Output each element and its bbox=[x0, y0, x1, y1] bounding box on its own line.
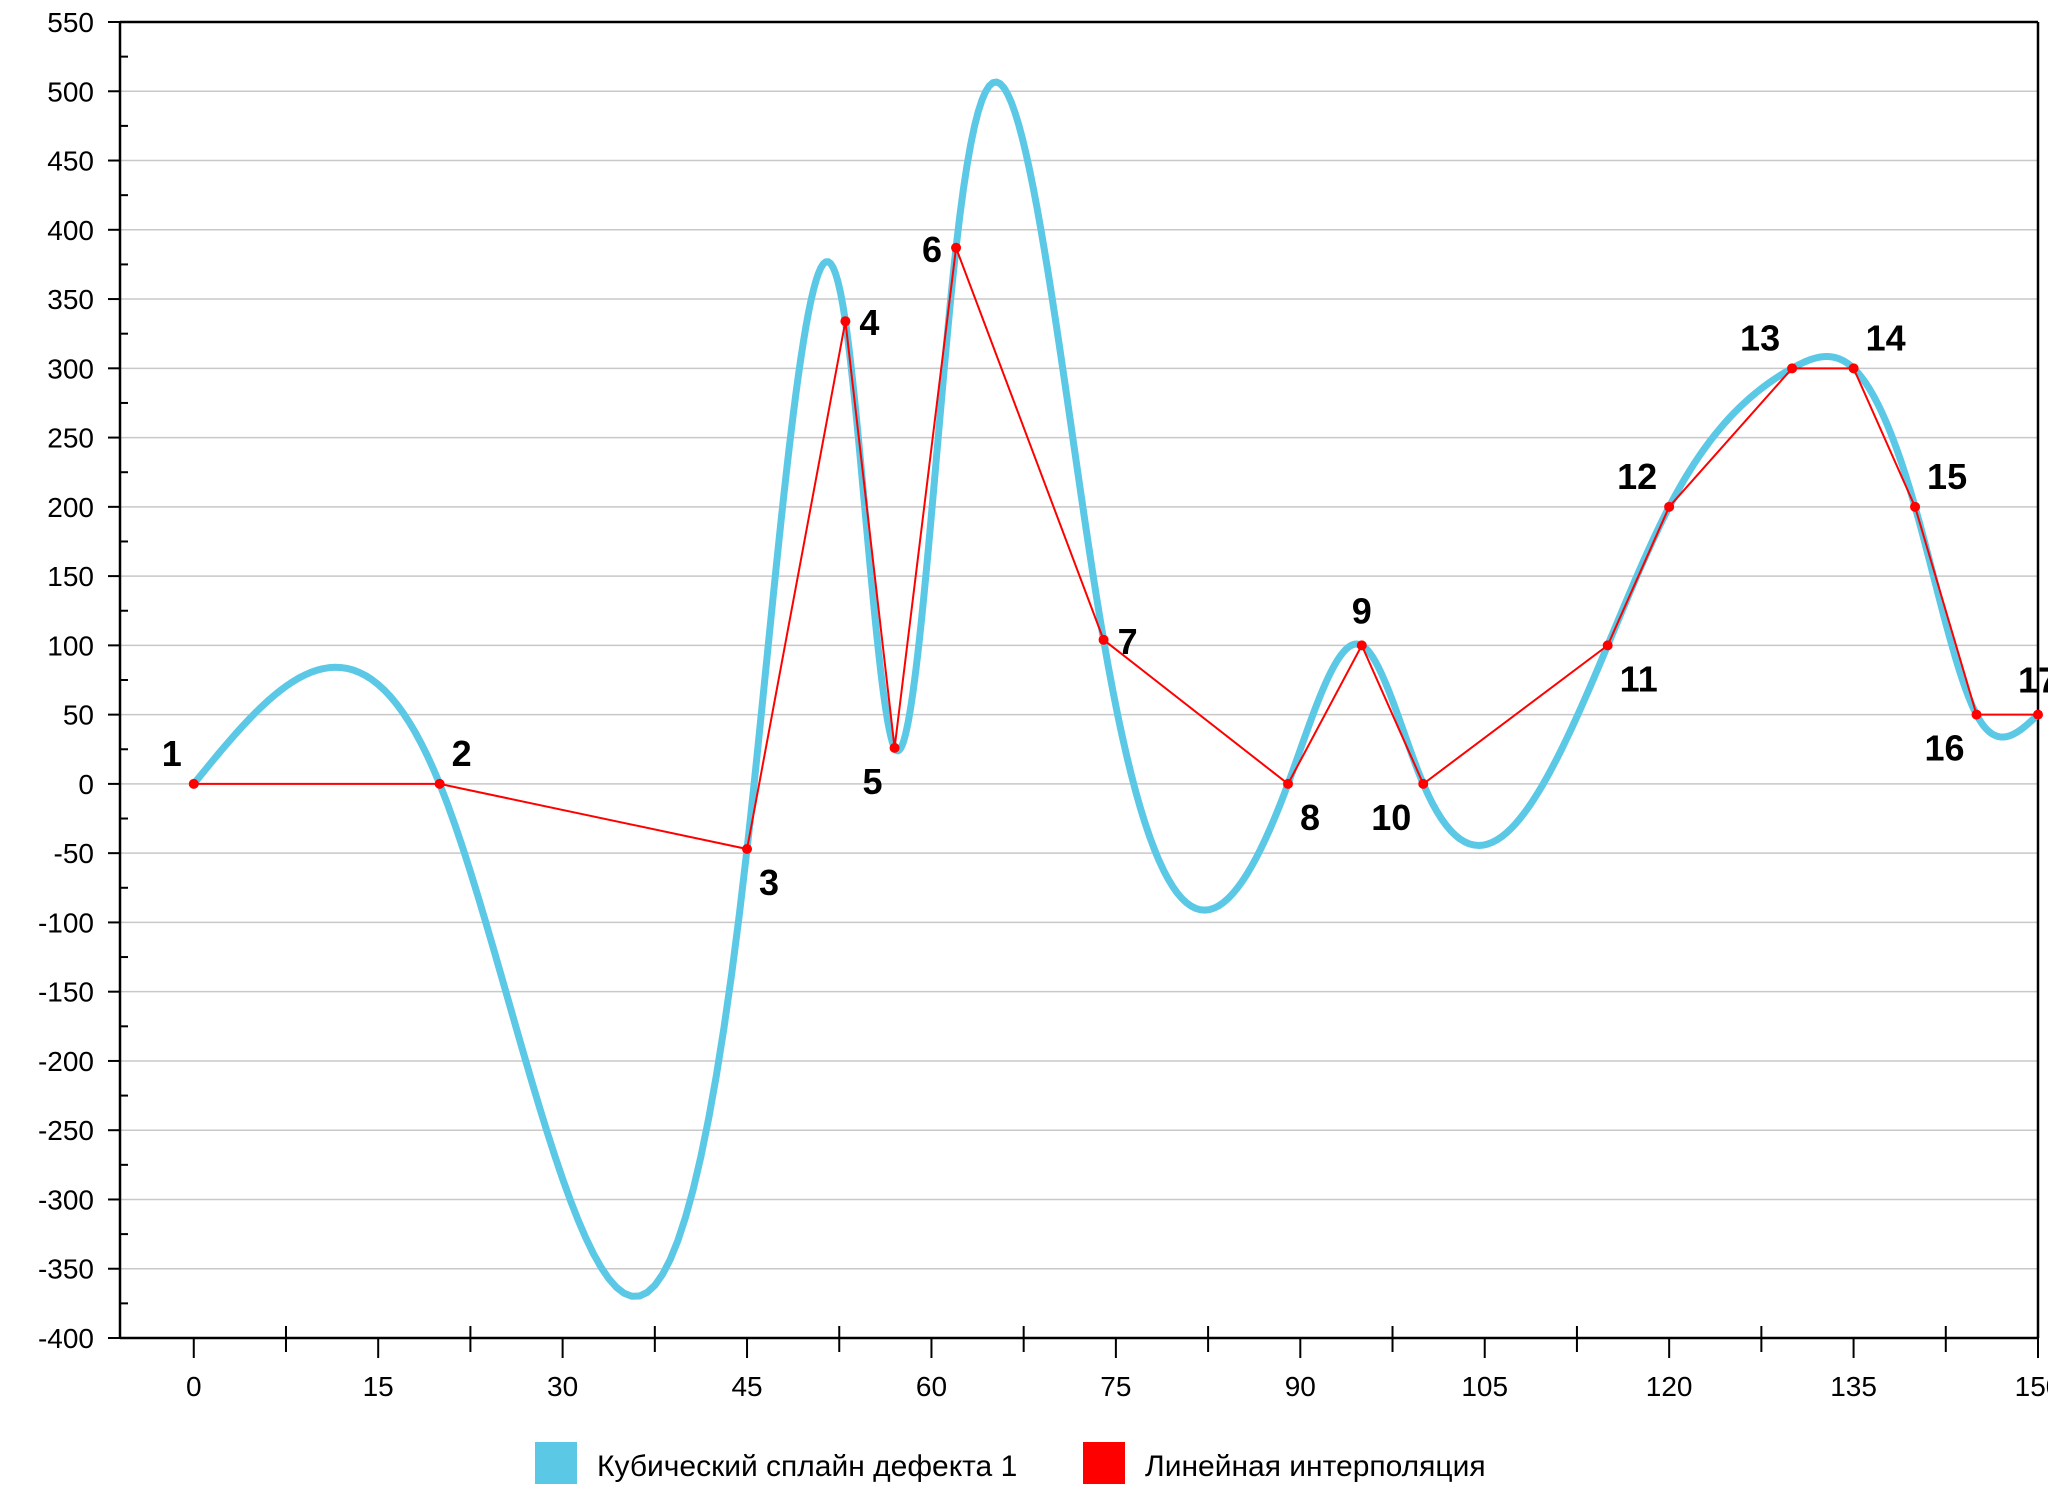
data-point-label: 2 bbox=[452, 733, 472, 774]
data-point-marker bbox=[840, 316, 851, 327]
y-tick-label: 450 bbox=[47, 146, 94, 177]
data-point-marker bbox=[1787, 363, 1798, 374]
data-point-label: 6 bbox=[922, 229, 942, 270]
y-tick-label: 350 bbox=[47, 284, 94, 315]
data-point-marker bbox=[188, 778, 199, 789]
y-tick-label: 200 bbox=[47, 492, 94, 523]
data-point-label: 5 bbox=[863, 761, 883, 802]
y-tick-label: 500 bbox=[47, 76, 94, 107]
data-point-marker bbox=[1848, 363, 1859, 374]
x-tick-label: 30 bbox=[547, 1371, 578, 1402]
spline-series bbox=[190, 78, 2042, 1300]
axes bbox=[118, 20, 2040, 1340]
y-tick-label: -150 bbox=[38, 977, 94, 1008]
data-point-marker bbox=[434, 778, 445, 789]
data-point-marker bbox=[1602, 640, 1613, 651]
data-point-marker bbox=[1910, 501, 1921, 512]
data-point-label: 16 bbox=[1924, 728, 1964, 769]
x-tick-label: 135 bbox=[1830, 1371, 1877, 1402]
x-tick-label: 60 bbox=[916, 1371, 947, 1402]
x-tick-label: 150 bbox=[2015, 1371, 2048, 1402]
legend: Кубический сплайн дефекта 1 Линейная инт… bbox=[535, 1442, 1486, 1484]
y-tick-label: -350 bbox=[38, 1254, 94, 1285]
data-point-label: 8 bbox=[1300, 797, 1320, 838]
data-point-markers bbox=[188, 242, 2043, 855]
data-point-label: 7 bbox=[1118, 621, 1138, 662]
y-tick-label: 550 bbox=[47, 7, 94, 38]
data-point-marker bbox=[742, 844, 753, 855]
data-point-marker bbox=[1098, 634, 1109, 645]
x-tick-label: 105 bbox=[1461, 1371, 1508, 1402]
data-point-label: 10 bbox=[1371, 797, 1411, 838]
spline-curve bbox=[190, 78, 2042, 1300]
data-point-label: 1 bbox=[162, 733, 182, 774]
data-point-marker bbox=[1283, 778, 1294, 789]
legend-swatch-spline bbox=[535, 1442, 577, 1484]
legend-swatch-linear bbox=[1083, 1442, 1125, 1484]
x-tick-label: 0 bbox=[186, 1371, 202, 1402]
data-point-marker bbox=[1664, 501, 1675, 512]
y-tick-label: -400 bbox=[38, 1323, 94, 1354]
y-tick-label: -50 bbox=[54, 838, 94, 869]
y-tick-label: 50 bbox=[63, 700, 94, 731]
x-tick-label: 45 bbox=[731, 1371, 762, 1402]
data-point-label: 17 bbox=[2018, 660, 2048, 701]
data-point-label: 14 bbox=[1866, 317, 1906, 358]
x-tick-label: 120 bbox=[1646, 1371, 1693, 1402]
data-point-label: 15 bbox=[1927, 456, 1967, 497]
x-axis-ticks: 0 15 30 45 60 75 90 105 120 135 150 bbox=[186, 1326, 2048, 1402]
y-tick-label: -100 bbox=[38, 907, 94, 938]
legend-label-spline: Кубический сплайн дефекта 1 bbox=[597, 1450, 1017, 1483]
data-point-marker bbox=[951, 242, 962, 253]
data-point-marker bbox=[1971, 709, 1982, 720]
data-point-label: 12 bbox=[1617, 456, 1657, 497]
y-tick-label: 150 bbox=[47, 561, 94, 592]
y-tick-label: 100 bbox=[47, 630, 94, 661]
grid-lines bbox=[120, 90, 2038, 1270]
data-point-marker bbox=[2033, 709, 2043, 720]
y-tick-label: -200 bbox=[38, 1046, 94, 1077]
y-tick-label: 250 bbox=[47, 423, 94, 454]
y-tick-label: -250 bbox=[38, 1115, 94, 1146]
data-point-marker bbox=[1356, 640, 1367, 651]
y-tick-label: -300 bbox=[38, 1184, 94, 1215]
data-point-label: 9 bbox=[1352, 590, 1372, 631]
data-point-label: 3 bbox=[759, 862, 779, 903]
x-tick-label: 75 bbox=[1100, 1371, 1131, 1402]
x-tick-label: 15 bbox=[363, 1371, 394, 1402]
data-point-label: 4 bbox=[859, 302, 879, 343]
legend-label-linear: Линейная интерполяция bbox=[1145, 1450, 1486, 1483]
data-point-labels: 1234567891011121314151617 bbox=[162, 229, 2048, 903]
y-tick-label: 300 bbox=[47, 353, 94, 384]
y-tick-label: 400 bbox=[47, 215, 94, 246]
x-tick-label: 90 bbox=[1285, 1371, 1316, 1402]
y-tick-label: 0 bbox=[78, 769, 94, 800]
data-point-label: 13 bbox=[1740, 317, 1780, 358]
data-point-marker bbox=[889, 742, 900, 753]
y-axis-ticks: 550500450400350300250200150100500-50-100… bbox=[38, 7, 128, 1354]
data-point-marker bbox=[1418, 778, 1429, 789]
data-point-label: 11 bbox=[1620, 658, 1658, 699]
